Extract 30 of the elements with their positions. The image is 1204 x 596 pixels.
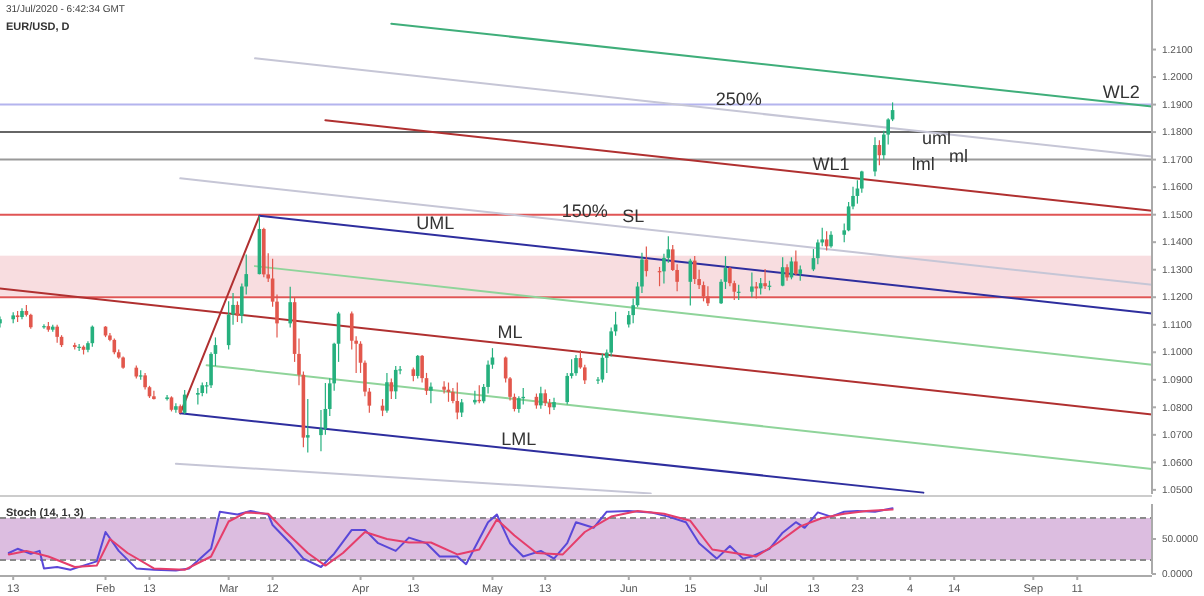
annotation: WL2 — [1102, 81, 1140, 102]
candlestick — [873, 136, 877, 177]
candlestick — [429, 381, 433, 404]
candlestick — [552, 397, 556, 411]
candlestick — [692, 255, 697, 285]
annotation: ML — [497, 322, 523, 343]
candlestick — [539, 386, 543, 410]
candlestick — [415, 354, 420, 380]
annotation: WL1 — [812, 153, 850, 174]
candlestick — [174, 402, 178, 414]
annotation: ml — [949, 145, 969, 166]
candlestick — [455, 381, 460, 420]
candlestick — [385, 372, 389, 414]
annotation: LML — [501, 428, 537, 449]
annotation: uml — [922, 127, 952, 148]
candlestick — [794, 249, 798, 276]
candlestick — [763, 268, 767, 290]
candlestick — [77, 343, 81, 352]
candlestick — [750, 271, 754, 298]
candlestick — [262, 227, 266, 278]
candlestick — [196, 387, 200, 406]
annotation: lml — [911, 153, 935, 174]
annotation: UML — [416, 213, 455, 234]
candlestick — [393, 365, 398, 400]
candlestick — [442, 380, 446, 395]
annotation: 250% — [715, 89, 762, 110]
candlestick — [574, 354, 578, 377]
candlestick — [305, 398, 310, 454]
candlestick — [288, 286, 292, 329]
candlestick — [152, 390, 156, 401]
